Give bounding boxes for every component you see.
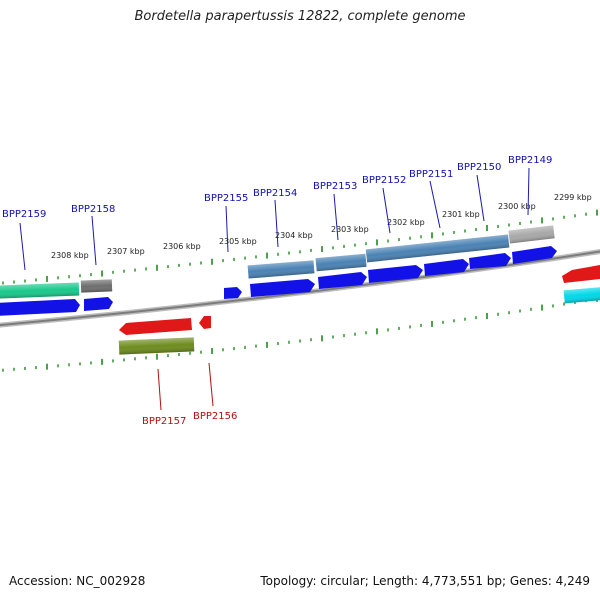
label-bpp2158[interactable]: BPP2158 (71, 204, 115, 215)
scale-label-2303: 2303 kbp (331, 225, 369, 234)
label-bpp2150[interactable]: BPP2150 (457, 162, 501, 173)
label-bpp2154[interactable]: BPP2154 (253, 188, 297, 199)
label-bpp2152[interactable]: BPP2152 (362, 175, 406, 186)
gene-bpp2152-2150[interactable] (365, 234, 510, 263)
reverse-gene-track (118, 316, 211, 355)
gene-bpp2154[interactable] (247, 260, 315, 279)
gene-offscreen-cyan[interactable] (563, 286, 600, 304)
cds-arrow-bpp2150[interactable] (469, 253, 511, 269)
cds-arrow-bpp2154[interactable] (250, 279, 315, 297)
accession-text: Accession: NC_002928 (9, 574, 146, 588)
scale-label-2304: 2304 kbp (275, 231, 313, 240)
scale-label-2301: 2301 kbp (442, 210, 480, 219)
cds-arrow-bpp2152[interactable] (368, 265, 423, 283)
label-bpp2156[interactable]: BPP2156 (193, 411, 237, 422)
scale-label-2302: 2302 kbp (387, 218, 425, 227)
gene-bpp2149[interactable] (508, 225, 555, 244)
scale-label-2305: 2305 kbp (219, 237, 257, 246)
label-bpp2155[interactable]: BPP2155 (204, 193, 248, 204)
cds-arrow-bpp2149[interactable] (512, 246, 557, 264)
label-bpp2157[interactable]: BPP2157 (142, 416, 186, 427)
inner-tick-ring (2, 295, 598, 372)
cds-arrow-bpp2158[interactable] (84, 297, 113, 311)
cds-arrow-bpp2155[interactable] (224, 287, 242, 299)
bottom-leader-lines (157, 362, 214, 411)
gene-bpp2158[interactable] (80, 279, 113, 293)
gene-bpp2153[interactable] (315, 253, 367, 272)
map-title: Bordetella parapertussis 12822, complete… (134, 9, 466, 24)
gene-offscreen-red-forward[interactable] (562, 265, 600, 283)
gene-labels-bottom: BPP2157 BPP2156 (142, 411, 237, 427)
gene-bpp2157-olive[interactable] (118, 337, 195, 355)
genome-backbone-core (0, 250, 600, 327)
scale-label-2306: 2306 kbp (163, 242, 201, 251)
outer-gene-track (0, 225, 600, 299)
label-bpp2153[interactable]: BPP2153 (313, 181, 357, 192)
scale-label-2300: 2300 kbp (498, 202, 536, 211)
label-bpp2151[interactable]: BPP2151 (409, 169, 453, 180)
gene-bpp2156-reverse-arrow[interactable] (199, 316, 211, 329)
cds-arrow-bpp2153[interactable] (318, 272, 367, 289)
topology-text: Topology: circular; Length: 4,773,551 bp… (260, 574, 590, 588)
outer-tick-ring (2, 209, 598, 285)
gene-bpp2157-reverse-arrow[interactable] (119, 318, 192, 335)
scale-labels: 2308 kbp 2307 kbp 2306 kbp 2305 kbp 2304… (51, 193, 592, 260)
cds-arrow-bpp2159[interactable] (0, 299, 80, 316)
top-leader-lines (19, 167, 530, 271)
gene-bpp2159[interactable] (0, 282, 80, 299)
cds-arrow-bpp2151[interactable] (424, 259, 469, 276)
scale-label-2299: 2299 kbp (554, 193, 592, 202)
cds-track (0, 246, 600, 316)
label-bpp2159[interactable]: BPP2159 (2, 209, 46, 220)
gene-labels-top: BPP2159 BPP2158 BPP2155 BPP2154 BPP2153 … (2, 155, 552, 220)
scale-label-2307: 2307 kbp (107, 247, 145, 256)
scale-label-2308: 2308 kbp (51, 251, 89, 260)
label-bpp2149[interactable]: BPP2149 (508, 155, 552, 166)
